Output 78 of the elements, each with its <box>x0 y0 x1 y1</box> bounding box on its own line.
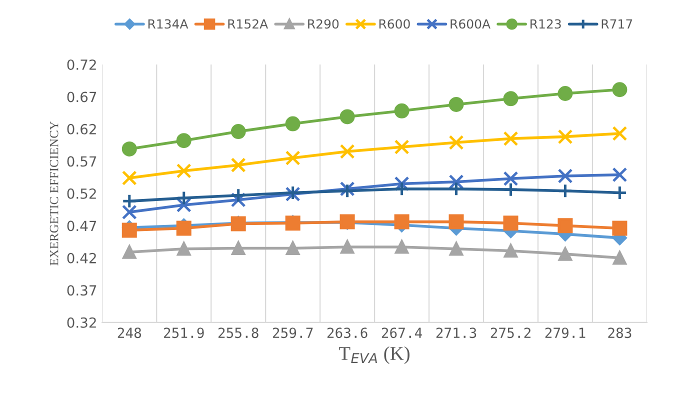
point <box>176 190 192 206</box>
point <box>122 204 137 220</box>
point <box>286 241 300 256</box>
x-tick-label: 275.2 <box>490 328 530 338</box>
point <box>285 116 300 132</box>
x-tick-label: 279.1 <box>545 328 586 338</box>
point <box>558 86 573 101</box>
point <box>122 194 137 209</box>
point <box>394 240 409 254</box>
x-tick-label: 259.7 <box>272 328 313 338</box>
point <box>394 214 410 230</box>
point <box>122 222 137 238</box>
x-axis-title: T$_{EVA}$ (K) <box>339 346 410 364</box>
legend-label: R600 <box>379 19 410 29</box>
point <box>122 245 136 259</box>
y-tick-label: 0.62 <box>67 124 96 134</box>
point <box>612 220 628 236</box>
legend-label: R134A <box>148 19 188 29</box>
x-tick-label: 251.9 <box>164 328 204 338</box>
y-tick-label: 0.72 <box>67 59 96 70</box>
point <box>558 129 573 144</box>
y-tick-label: 0.32 <box>67 317 96 328</box>
y-axis-title: EXERGETIC EFFICIENCY <box>50 121 58 266</box>
point <box>340 109 355 124</box>
x-tick-label: 263.6 <box>327 328 368 338</box>
point <box>612 251 627 265</box>
point <box>340 144 355 160</box>
x-tick-label: 271.3 <box>436 328 476 338</box>
point <box>503 182 518 198</box>
y-tick-label: 0.67 <box>67 92 96 102</box>
point <box>394 140 410 155</box>
point <box>612 167 628 182</box>
point <box>503 131 518 146</box>
point <box>176 220 192 236</box>
point <box>448 214 464 230</box>
y-tick-label: 0.42 <box>67 252 96 264</box>
y-tick-label: 0.47 <box>67 220 96 232</box>
x-tick-label: 248 <box>118 328 142 338</box>
point <box>612 82 628 98</box>
x-tick-label: 283 <box>608 328 632 338</box>
legend-label: R152A <box>228 19 268 29</box>
point <box>558 183 573 198</box>
point <box>558 168 573 184</box>
point <box>503 171 518 186</box>
point <box>504 244 518 258</box>
point <box>122 141 137 156</box>
point <box>503 216 518 231</box>
point <box>448 135 464 150</box>
legend-label: R717 <box>602 19 632 28</box>
point <box>612 185 628 200</box>
point <box>394 103 410 118</box>
point <box>448 96 464 112</box>
point <box>558 247 572 261</box>
point <box>285 150 300 166</box>
point <box>122 170 137 186</box>
x-tick-label: 255.8 <box>218 328 258 338</box>
point <box>558 218 573 234</box>
point <box>232 241 246 256</box>
point <box>449 242 464 256</box>
point <box>177 242 191 256</box>
point <box>612 126 628 141</box>
y-tick-label: 0.57 <box>67 156 96 167</box>
point <box>176 133 192 148</box>
point <box>503 91 518 106</box>
point <box>230 188 246 203</box>
point <box>448 181 464 196</box>
point <box>394 181 410 196</box>
legend-label: R600A <box>450 19 490 29</box>
point <box>176 163 192 178</box>
point <box>230 124 246 140</box>
y-tick-label: 0.37 <box>67 285 96 296</box>
y-tick-label: 0.52 <box>67 188 96 199</box>
legend-label: R123 <box>530 19 561 29</box>
x-tick-label: 267.4 <box>382 328 422 338</box>
legend-label: R290 <box>308 19 339 29</box>
point <box>340 240 354 254</box>
point <box>230 158 246 173</box>
point <box>448 174 464 190</box>
